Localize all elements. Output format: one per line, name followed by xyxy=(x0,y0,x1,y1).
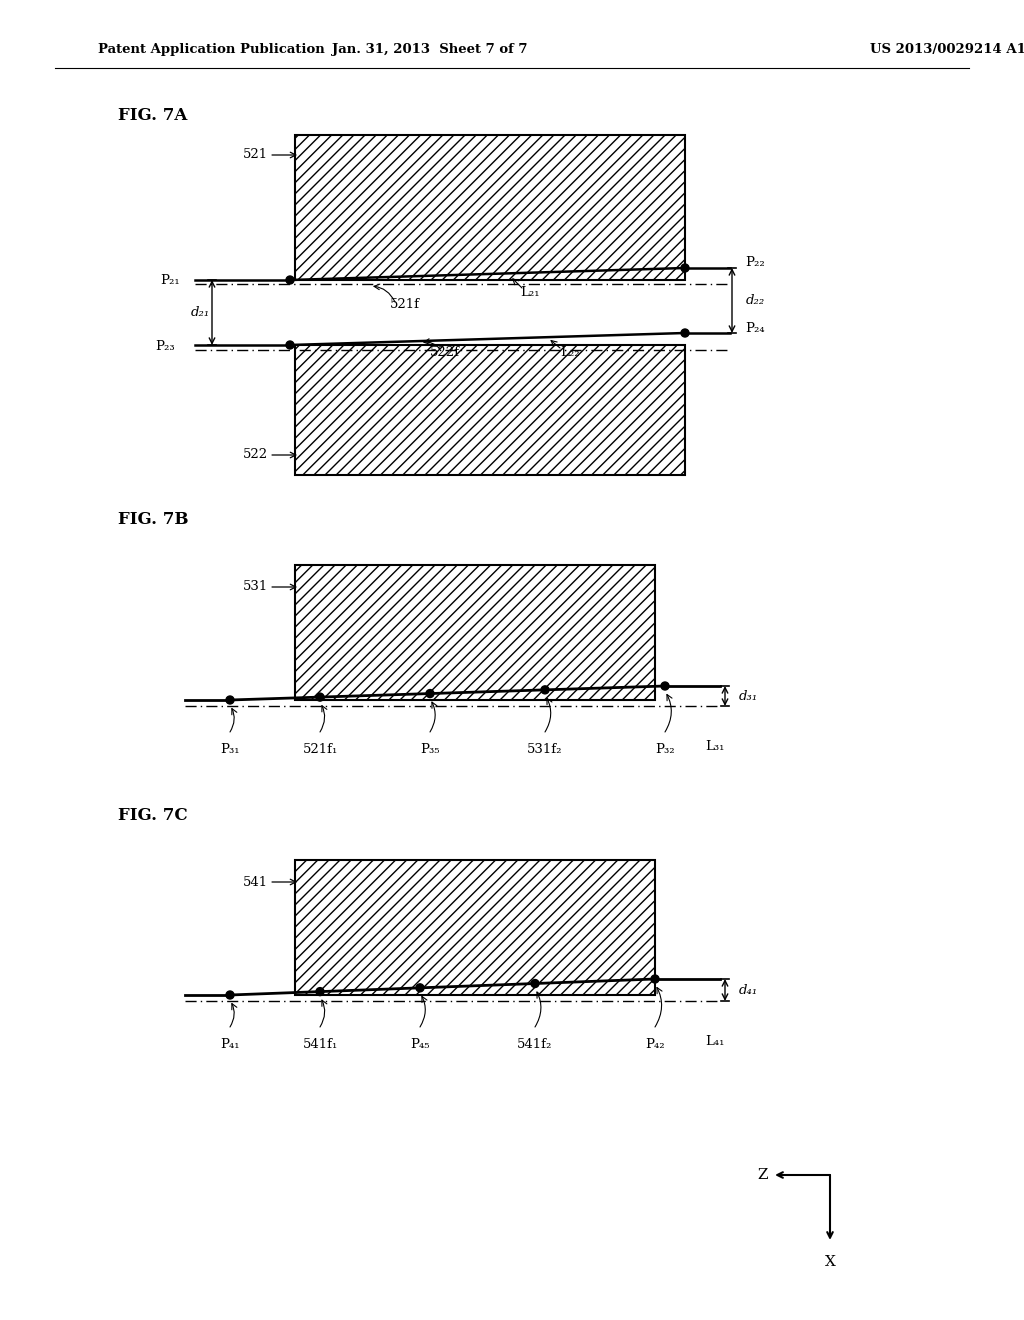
Text: L₃₁: L₃₁ xyxy=(706,741,725,752)
Bar xyxy=(295,565,655,700)
Text: P₂₄: P₂₄ xyxy=(745,322,765,335)
Text: P₂₁: P₂₁ xyxy=(161,273,180,286)
Text: L₄₁: L₄₁ xyxy=(706,1035,725,1048)
Circle shape xyxy=(662,682,669,690)
Circle shape xyxy=(316,693,324,701)
Text: P₂₂: P₂₂ xyxy=(745,256,765,268)
Circle shape xyxy=(416,983,424,991)
Circle shape xyxy=(541,686,549,694)
Text: 521f: 521f xyxy=(390,298,420,312)
Circle shape xyxy=(286,276,294,284)
Text: P₃₁: P₃₁ xyxy=(220,743,240,756)
Text: P₄₂: P₄₂ xyxy=(645,1038,665,1051)
Text: 531f₂: 531f₂ xyxy=(527,743,563,756)
Text: d₃₁: d₃₁ xyxy=(739,689,758,702)
Text: 541f₁: 541f₁ xyxy=(302,1038,338,1051)
Text: d₂₂: d₂₂ xyxy=(746,294,765,308)
Text: FIG. 7C: FIG. 7C xyxy=(118,807,187,824)
Text: L₂₁: L₂₁ xyxy=(520,285,540,298)
Text: 521: 521 xyxy=(243,149,268,161)
Circle shape xyxy=(681,264,689,272)
Bar xyxy=(295,345,685,475)
Text: Z: Z xyxy=(758,1168,768,1181)
Circle shape xyxy=(226,696,234,704)
Bar xyxy=(295,135,685,280)
Bar xyxy=(295,861,655,995)
Circle shape xyxy=(651,975,659,983)
Text: d₄₁: d₄₁ xyxy=(739,983,758,997)
Circle shape xyxy=(531,979,539,987)
Text: P₄₅: P₄₅ xyxy=(411,1038,430,1051)
Circle shape xyxy=(426,689,434,697)
Circle shape xyxy=(316,987,324,995)
Text: L₂₂: L₂₂ xyxy=(560,346,580,359)
Circle shape xyxy=(681,329,689,337)
Text: P₄₁: P₄₁ xyxy=(220,1038,240,1051)
Text: 541f₂: 541f₂ xyxy=(517,1038,553,1051)
Text: 521f₁: 521f₁ xyxy=(302,743,338,756)
Text: FIG. 7B: FIG. 7B xyxy=(118,511,188,528)
Text: 522f: 522f xyxy=(430,346,460,359)
Text: d₂₁: d₂₁ xyxy=(190,306,210,319)
Text: X: X xyxy=(824,1255,836,1269)
Text: Patent Application Publication: Patent Application Publication xyxy=(98,44,325,57)
Circle shape xyxy=(226,991,234,999)
Circle shape xyxy=(286,341,294,348)
Text: 531: 531 xyxy=(243,581,268,594)
Text: US 2013/0029214 A1: US 2013/0029214 A1 xyxy=(870,44,1024,57)
Text: Jan. 31, 2013  Sheet 7 of 7: Jan. 31, 2013 Sheet 7 of 7 xyxy=(332,44,527,57)
Text: P₂₃: P₂₃ xyxy=(156,341,175,354)
Text: FIG. 7A: FIG. 7A xyxy=(118,107,187,124)
Text: 541: 541 xyxy=(243,875,268,888)
Text: 522: 522 xyxy=(243,449,268,462)
Text: P₃₂: P₃₂ xyxy=(655,743,675,756)
Text: P₃₅: P₃₅ xyxy=(420,743,439,756)
